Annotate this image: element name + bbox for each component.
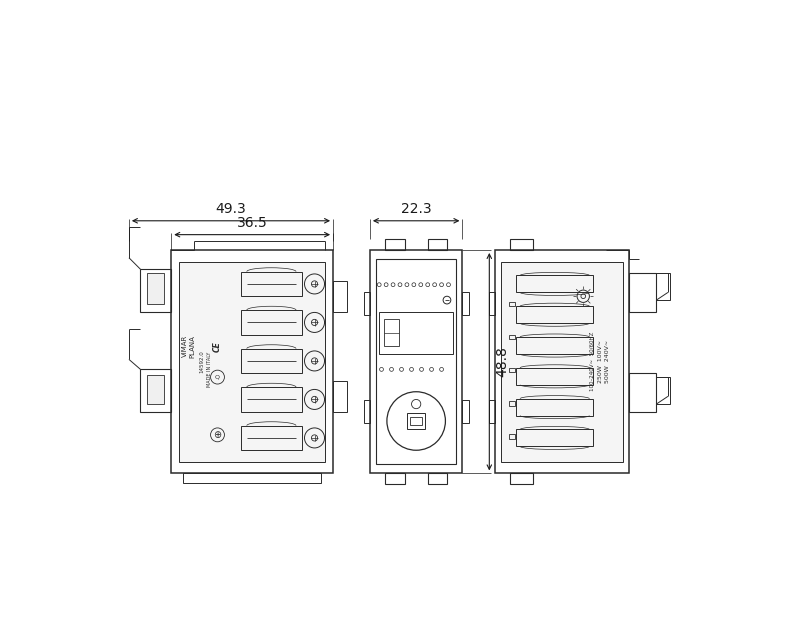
Bar <box>364 292 370 316</box>
Bar <box>462 292 469 316</box>
Bar <box>376 259 456 464</box>
Bar <box>489 292 494 316</box>
Bar <box>630 273 657 312</box>
Bar <box>241 310 302 335</box>
Bar <box>509 301 514 307</box>
Text: 250W  100V∼: 250W 100V∼ <box>598 340 602 383</box>
Bar <box>179 262 326 462</box>
Bar <box>428 474 447 484</box>
Bar <box>516 368 594 385</box>
Bar <box>509 368 514 372</box>
Bar <box>386 474 405 484</box>
Bar <box>183 474 322 483</box>
Bar <box>171 250 333 474</box>
Text: VIMAR: VIMAR <box>182 335 188 357</box>
Text: 48.8: 48.8 <box>495 346 510 377</box>
Bar <box>407 413 426 429</box>
Text: 22.3: 22.3 <box>401 202 431 216</box>
Bar <box>386 239 405 250</box>
Bar <box>516 275 594 292</box>
Bar <box>657 273 670 300</box>
Bar <box>410 417 422 425</box>
Bar <box>462 400 469 423</box>
Text: ⊕: ⊕ <box>214 430 222 440</box>
Text: MADE IN ITALY: MADE IN ITALY <box>207 352 212 387</box>
Text: 500W  240V∼: 500W 240V∼ <box>606 340 610 383</box>
Bar <box>509 335 514 339</box>
Bar <box>384 319 399 346</box>
Bar <box>241 426 302 451</box>
Bar <box>501 262 623 462</box>
Bar <box>141 269 171 312</box>
Text: Q: Q <box>215 374 220 380</box>
Bar <box>241 271 302 296</box>
Bar <box>370 250 462 474</box>
Bar <box>146 273 163 304</box>
Bar <box>630 373 657 412</box>
Text: 14592.0: 14592.0 <box>199 350 205 373</box>
Bar <box>489 400 494 423</box>
Bar <box>509 401 514 406</box>
Text: 36.5: 36.5 <box>237 216 267 230</box>
Bar <box>494 250 630 474</box>
Bar <box>241 349 302 373</box>
Bar <box>516 337 594 354</box>
Bar <box>141 369 171 412</box>
Text: CE: CE <box>213 341 222 352</box>
Text: PLANA: PLANA <box>190 335 196 358</box>
Bar <box>146 375 163 404</box>
Text: 49.3: 49.3 <box>215 202 246 216</box>
Bar <box>379 312 453 354</box>
Bar <box>364 400 370 423</box>
Text: 100–240V∼  50/60HZ: 100–240V∼ 50/60HZ <box>590 332 595 392</box>
Bar <box>509 434 514 438</box>
Bar <box>241 387 302 412</box>
Bar <box>657 377 670 404</box>
Bar <box>333 381 347 412</box>
Bar <box>428 239 447 250</box>
Bar <box>510 474 534 484</box>
Bar <box>333 281 347 312</box>
Bar <box>516 399 594 415</box>
Bar <box>516 307 594 323</box>
Bar <box>516 429 594 447</box>
Bar <box>510 239 534 250</box>
